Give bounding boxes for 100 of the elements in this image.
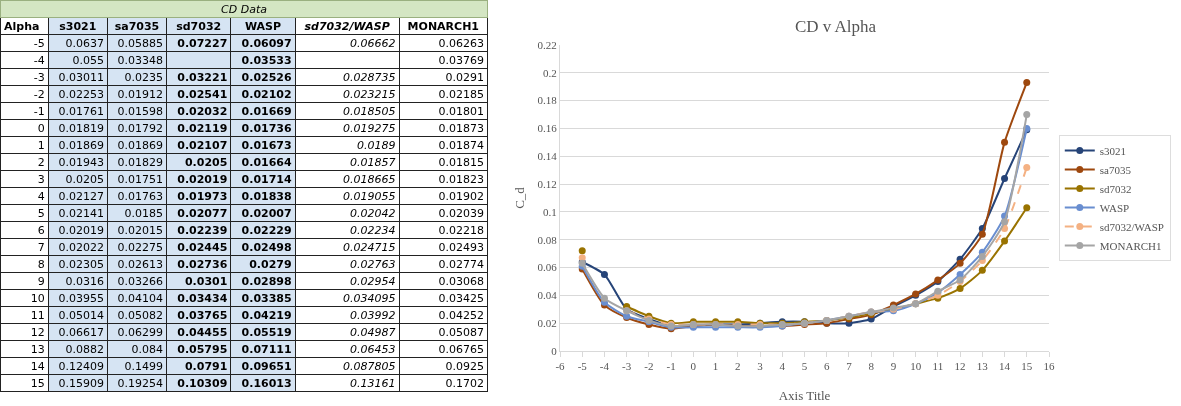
data-label: 0.05519	[230, 323, 296, 341]
y-tick-label: 0	[0, 119, 49, 137]
x-tick-label: MONARCH1	[399, 17, 488, 35]
data-label: 0.087805	[295, 357, 400, 375]
data-label: 0.02305	[48, 255, 108, 273]
x-tick-label: -2	[644, 360, 654, 373]
x-tick-label: 2	[735, 360, 741, 373]
data-label: 0.01823	[399, 170, 488, 188]
data-label: 0.02077	[166, 204, 231, 222]
x-tick-label: sa7035	[107, 17, 167, 35]
data-label: 0.03992	[295, 306, 400, 324]
data-label: 0.02898	[230, 272, 296, 290]
data-label: 0.02229	[230, 221, 296, 239]
point	[1023, 163, 1031, 171]
data-label: 0.0925	[399, 357, 488, 375]
data-label: 0.01792	[107, 119, 167, 137]
data-label: 0.02526	[230, 68, 296, 86]
chart-title: CD Data	[0, 0, 488, 18]
data-label: 0.1702	[399, 374, 488, 392]
y-tick-label: -2	[0, 85, 49, 103]
y-tick-label: 3	[0, 170, 49, 188]
x-tick-label: sd7032	[166, 17, 231, 35]
y-tick-label: 0.14	[537, 150, 558, 163]
data-label: 0.03769	[399, 51, 488, 69]
data-label: 0.01815	[399, 153, 488, 171]
data-label: 0.034095	[295, 289, 400, 307]
data-label: 0.03068	[399, 272, 488, 290]
y-tick-label: -1	[0, 102, 49, 120]
data-label: 0.07227	[166, 34, 231, 52]
data-label: 0.02119	[166, 119, 231, 137]
point	[1001, 138, 1009, 146]
data-label: 0.02613	[107, 255, 167, 273]
x-tick-label: -1	[666, 360, 676, 373]
data-label: 0.02127	[48, 187, 108, 205]
data-label: 0.01902	[399, 187, 488, 205]
legend-label: s3021	[1099, 144, 1127, 157]
x-tick-label: 8	[868, 360, 875, 373]
data-label: 0.02239	[166, 221, 231, 239]
point	[978, 252, 986, 260]
x-tick-label: sd7032/WASP	[295, 17, 400, 35]
data-label: 0.01801	[399, 102, 488, 120]
data-label: 0.01669	[230, 102, 296, 120]
x-tick-label: 4	[779, 360, 786, 373]
x-tick-label: 15	[1021, 360, 1033, 373]
y-tick-label: 13	[0, 340, 49, 358]
x-tick-label: 6	[823, 360, 830, 373]
x-tick-label: 16	[1043, 360, 1055, 373]
y-tick-label: -5	[0, 34, 49, 52]
data-label: 0.02039	[399, 204, 488, 222]
y-tick-label: 1	[0, 136, 49, 154]
data-label: 0.01869	[48, 136, 108, 154]
data-label: 0.02253	[48, 85, 108, 103]
data-label: 0.03385	[230, 289, 296, 307]
y-tick-label: 0.1	[543, 205, 557, 218]
data-label: 0.084	[107, 340, 167, 358]
point	[956, 259, 964, 267]
data-label: 0.13161	[295, 374, 400, 392]
y-tick-label: 0	[551, 344, 558, 357]
data-label: 0.05087	[399, 323, 488, 341]
data-label: 0.02007	[230, 204, 296, 222]
data-label: 0.04455	[166, 323, 231, 341]
y-tick-label: 11	[0, 306, 49, 324]
y-tick-label: 5	[0, 204, 49, 222]
data-label: 0.02019	[48, 221, 108, 239]
data-label: 0.03765	[166, 306, 231, 324]
data-label: 0.0205	[166, 153, 231, 171]
data-label: 0.01869	[107, 136, 167, 154]
data-label: 0.0185	[107, 204, 167, 222]
data-label: 0.06097	[230, 34, 296, 52]
data-label: 0.06453	[295, 340, 400, 358]
point	[1023, 79, 1031, 87]
data-label: 0.01838	[230, 187, 296, 205]
point	[956, 271, 964, 278]
y-tick-label: -3	[0, 68, 49, 86]
data-label: 0.01751	[107, 170, 167, 188]
point	[978, 230, 986, 238]
data-label: 0.02234	[295, 221, 400, 239]
x-tick-label: 14	[999, 360, 1011, 373]
data-label: 0.09651	[230, 357, 296, 375]
x-tick-label: 5	[801, 360, 808, 373]
data-label: 0.01664	[230, 153, 296, 171]
legend-label: sd7032/WASP	[1099, 220, 1164, 233]
x-tick-label: 7	[846, 360, 853, 373]
point	[1023, 111, 1031, 119]
data-label: 0.04219	[230, 306, 296, 324]
y-tick-label: 0.12	[537, 177, 557, 190]
data-label: 0.03011	[48, 68, 108, 86]
y-tick-label: 12	[0, 323, 49, 341]
x-tick-label: 0	[690, 360, 697, 373]
data-label: 0.0235	[107, 68, 167, 86]
x-tick-label: 13	[976, 360, 989, 373]
y-axis-title: C_d	[512, 186, 527, 209]
chart-title: CD v Alpha	[794, 17, 877, 37]
data-label: 0.023215	[295, 85, 400, 103]
data-label: 0.01761	[48, 102, 108, 120]
data-label: 0.1499	[107, 357, 167, 375]
point	[1001, 218, 1009, 226]
data-label: 0.03266	[107, 272, 167, 290]
point	[1001, 237, 1009, 245]
data-label: 0.0301	[166, 272, 231, 290]
